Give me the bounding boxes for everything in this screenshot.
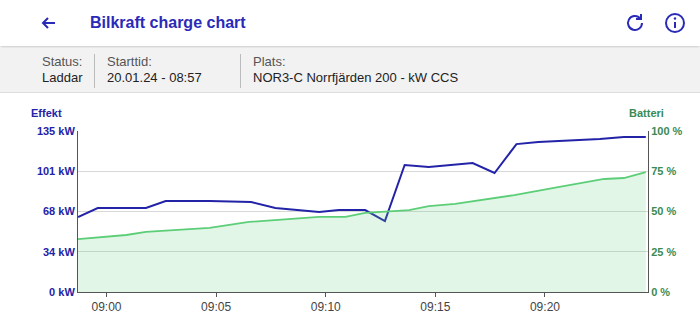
svg-text:09:10: 09:10 [311,300,341,314]
svg-text:Effekt: Effekt [31,107,62,119]
svg-text:34 kW: 34 kW [43,246,75,258]
svg-text:09:15: 09:15 [420,300,450,314]
svg-text:135 kW: 135 kW [37,125,76,137]
html-text:20.01.24 - 08:57: 20.01.24 - 08:57 [107,70,202,85]
svg-text:09:00: 09:00 [91,300,121,314]
svg-text:Batteri: Batteri [629,107,664,119]
html-text:NOR3-C Norrfjärden 200 - kW CC: NOR3-C Norrfjärden 200 - kW CCS [253,70,459,85]
html-text:Starttid:: Starttid: [107,54,152,69]
svg-text:50 %: 50 % [651,205,676,217]
svg-text:100 %: 100 % [651,125,682,137]
html-text:Status:: Status: [42,54,83,69]
svg-text:25 %: 25 % [651,246,676,258]
html-text:Laddar: Laddar [42,70,83,85]
svg-text:68 kW: 68 kW [43,205,75,217]
html-text:Bilkraft charge chart: Bilkraft charge chart [90,14,246,31]
svg-text:0 kW: 0 kW [49,286,75,298]
svg-text:09:05: 09:05 [201,300,231,314]
html-text:Plats:: Plats: [253,54,286,69]
svg-text:09:20: 09:20 [530,300,560,314]
svg-text:0 %: 0 % [651,286,670,298]
svg-text:75 %: 75 % [651,165,676,177]
svg-text:101 kW: 101 kW [37,165,76,177]
